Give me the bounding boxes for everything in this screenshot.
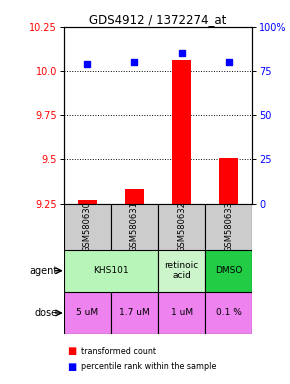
Title: GDS4912 / 1372274_at: GDS4912 / 1372274_at bbox=[89, 13, 227, 26]
Text: ■: ■ bbox=[67, 346, 76, 356]
Bar bbox=[78, 200, 97, 204]
Text: 1 uM: 1 uM bbox=[171, 308, 193, 318]
Bar bbox=[158, 292, 205, 334]
Text: GSM580630: GSM580630 bbox=[83, 201, 92, 252]
Bar bbox=[125, 189, 144, 204]
Text: transformed count: transformed count bbox=[81, 347, 156, 356]
Text: dose: dose bbox=[35, 308, 58, 318]
Bar bbox=[111, 292, 158, 334]
Bar bbox=[205, 292, 252, 334]
Bar bbox=[111, 204, 158, 250]
Bar bbox=[158, 250, 205, 292]
Text: 0.1 %: 0.1 % bbox=[216, 308, 242, 318]
Bar bbox=[64, 292, 111, 334]
Text: GSM580631: GSM580631 bbox=[130, 201, 139, 252]
Text: DMSO: DMSO bbox=[215, 266, 242, 275]
Bar bbox=[64, 204, 111, 250]
Text: agent: agent bbox=[30, 266, 58, 276]
Text: ■: ■ bbox=[67, 362, 76, 372]
Bar bbox=[64, 250, 158, 292]
Bar bbox=[158, 204, 205, 250]
Bar bbox=[205, 204, 252, 250]
Bar bbox=[219, 157, 238, 204]
Text: retinoic
acid: retinoic acid bbox=[164, 261, 199, 280]
Text: 1.7 uM: 1.7 uM bbox=[119, 308, 150, 318]
Text: GSM580632: GSM580632 bbox=[177, 201, 186, 252]
Text: percentile rank within the sample: percentile rank within the sample bbox=[81, 362, 217, 371]
Bar bbox=[205, 250, 252, 292]
Text: KHS101: KHS101 bbox=[93, 266, 129, 275]
Bar bbox=[172, 60, 191, 204]
Text: 5 uM: 5 uM bbox=[76, 308, 98, 318]
Text: GSM580633: GSM580633 bbox=[224, 201, 233, 252]
